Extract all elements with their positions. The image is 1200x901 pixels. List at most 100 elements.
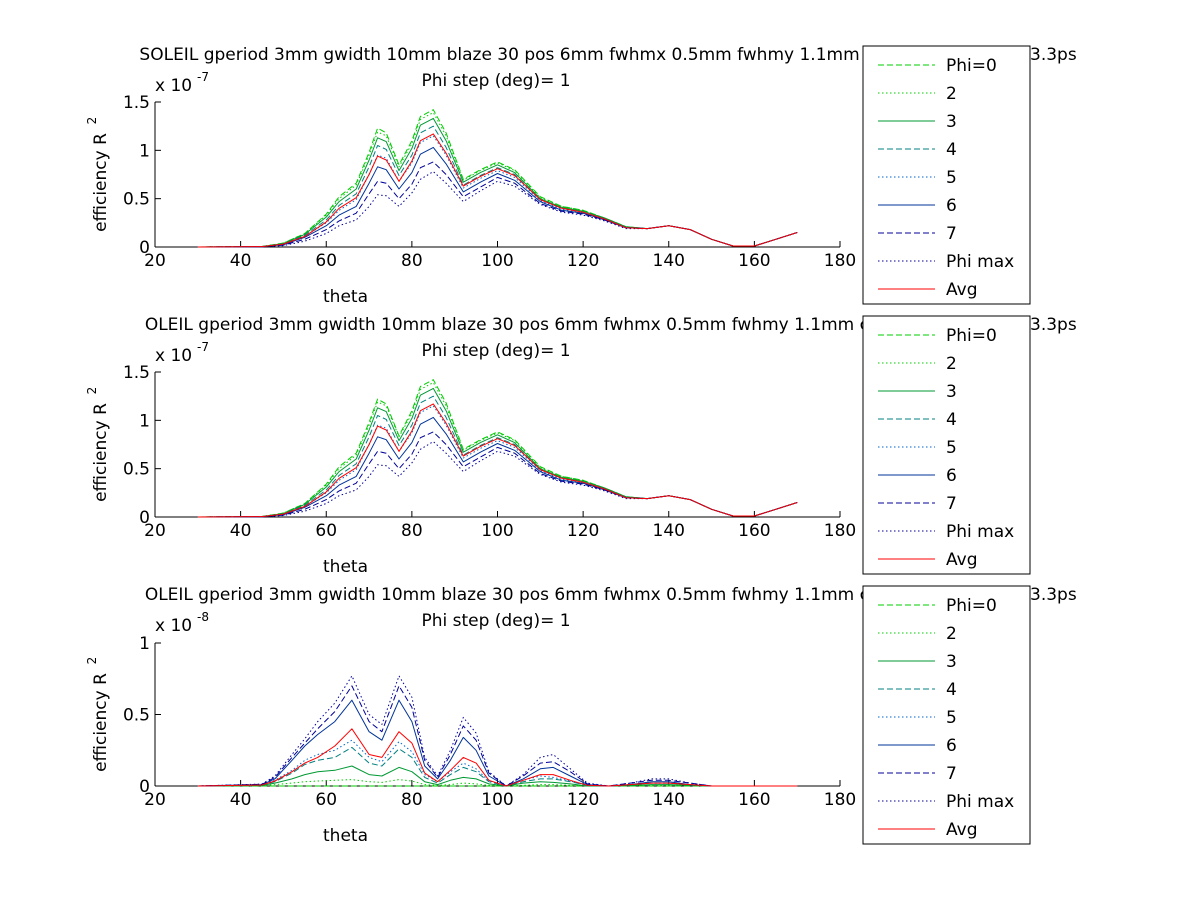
x-tick-label: 180 <box>824 521 856 541</box>
series-line-1 <box>197 379 798 518</box>
chart-subtitle: Phi step (deg)= 1 <box>421 71 570 91</box>
legend-label: 6 <box>946 196 957 216</box>
x-tick-label: 100 <box>481 251 513 271</box>
legend-label: Phi=0 <box>946 596 997 616</box>
series-line-9 <box>197 728 798 787</box>
legend-label: 5 <box>946 438 957 458</box>
y-tick-label: 0 <box>139 777 150 797</box>
chart-title-tail: 3.3ps <box>1030 585 1077 605</box>
x-tick-label: 180 <box>824 251 856 271</box>
series-line-5 <box>197 135 798 248</box>
x-tick-label: 20 <box>144 251 166 271</box>
series-line-7 <box>197 685 798 787</box>
legend-label: 4 <box>946 680 957 700</box>
x-tick-label: 40 <box>230 251 252 271</box>
x-tick-label: 160 <box>738 521 770 541</box>
legend-label: 6 <box>946 466 957 486</box>
y-tick-label: 0.5 <box>123 706 150 726</box>
chart-title-tail: 3.3ps <box>1030 315 1077 335</box>
y-exponent-power: -7 <box>197 70 209 84</box>
x-tick-label: 140 <box>653 251 685 271</box>
chart-subtitle: Phi step (deg)= 1 <box>421 341 570 361</box>
y-axis-label: efficiency R <box>91 133 111 232</box>
y-exponent-power: -8 <box>197 610 209 624</box>
legend-label: 7 <box>946 224 957 244</box>
x-tick-label: 40 <box>230 790 252 810</box>
legend-label: 2 <box>946 354 957 374</box>
y-tick-label: 1 <box>139 411 150 431</box>
legend-label: 5 <box>946 168 957 188</box>
series-line-8 <box>197 675 798 787</box>
legend-label: Avg <box>946 550 978 570</box>
x-tick-label: 120 <box>567 521 599 541</box>
y-exponent-base: x 10 <box>155 616 192 636</box>
x-tick-label: 80 <box>401 521 423 541</box>
series-line-3 <box>197 765 798 787</box>
series-line-3 <box>197 117 798 248</box>
series-line-1 <box>197 109 798 248</box>
legend-label: 2 <box>946 84 957 104</box>
legend-label: Phi max <box>946 792 1014 812</box>
y-exponent-base: x 10 <box>155 346 192 366</box>
chart-title-tail: 3.3ps <box>1030 45 1077 65</box>
series-line-4 <box>197 125 798 248</box>
series-line-5 <box>197 405 798 518</box>
legend-label: 7 <box>946 494 957 514</box>
x-tick-label: 60 <box>315 790 337 810</box>
legend-label: Phi=0 <box>946 56 997 76</box>
series-line-4 <box>197 395 798 518</box>
x-tick-label: 100 <box>481 790 513 810</box>
x-tick-label: 120 <box>567 790 599 810</box>
x-tick-label: 60 <box>315 251 337 271</box>
y-tick-label: 1 <box>139 634 150 654</box>
series-line-6 <box>197 699 798 787</box>
series-line-7 <box>197 431 798 518</box>
series-line-2 <box>197 382 798 518</box>
x-tick-label: 100 <box>481 521 513 541</box>
y-tick-label: 0.5 <box>123 460 150 480</box>
x-tick-label: 160 <box>738 251 770 271</box>
legend-label: Phi max <box>946 522 1014 542</box>
x-tick-label: 160 <box>738 790 770 810</box>
legend-label: 3 <box>946 382 957 402</box>
x-tick-label: 80 <box>401 790 423 810</box>
y-tick-label: 1.5 <box>123 93 150 113</box>
x-tick-label: 60 <box>315 521 337 541</box>
chart-panel-1: SOLEIL gperiod 3mm gwidth 10mm blaze 30 … <box>85 45 1077 307</box>
y-tick-label: 1.5 <box>123 363 150 383</box>
series-line-3 <box>197 387 798 518</box>
y-axis-label-superscript: 2 <box>85 657 99 665</box>
y-axis-label: efficiency R <box>91 403 111 502</box>
x-axis-label: theta <box>323 287 368 307</box>
series-line-9 <box>197 403 798 518</box>
legend: Phi=0 2 3 4 5 6 7 Phi max Avg <box>862 315 1031 575</box>
legend-label: 3 <box>946 112 957 132</box>
legend-label: Avg <box>946 280 978 300</box>
y-tick-label: 0 <box>139 508 150 528</box>
legend-label: 3 <box>946 652 957 672</box>
series-line-2 <box>197 112 798 248</box>
x-tick-label: 180 <box>824 790 856 810</box>
chart-subtitle: Phi step (deg)= 1 <box>421 611 570 631</box>
chart-title: SOLEIL gperiod 3mm gwidth 10mm blaze 30 … <box>139 45 950 65</box>
legend-label: 6 <box>946 736 957 756</box>
series-line-6 <box>197 146 798 248</box>
legend-label: Phi max <box>946 252 1014 272</box>
x-tick-label: 20 <box>144 790 166 810</box>
series-line-6 <box>197 416 798 518</box>
y-exponent-base: x 10 <box>155 76 192 96</box>
legend-label: 4 <box>946 410 957 430</box>
series-line-7 <box>197 161 798 248</box>
y-tick-label: 1 <box>139 141 150 161</box>
x-axis-label: theta <box>323 557 368 577</box>
chart-panel-2: OLEIL gperiod 3mm gwidth 10mm blaze 30 p… <box>85 315 1077 577</box>
legend-label: 7 <box>946 764 957 784</box>
legend-label: Avg <box>946 820 978 840</box>
legend-label: 2 <box>946 624 957 644</box>
y-tick-label: 0 <box>139 238 150 258</box>
chart-title: OLEIL gperiod 3mm gwidth 10mm blaze 30 p… <box>145 585 945 605</box>
x-tick-label: 40 <box>230 521 252 541</box>
x-tick-label: 120 <box>567 251 599 271</box>
x-tick-label: 140 <box>653 521 685 541</box>
